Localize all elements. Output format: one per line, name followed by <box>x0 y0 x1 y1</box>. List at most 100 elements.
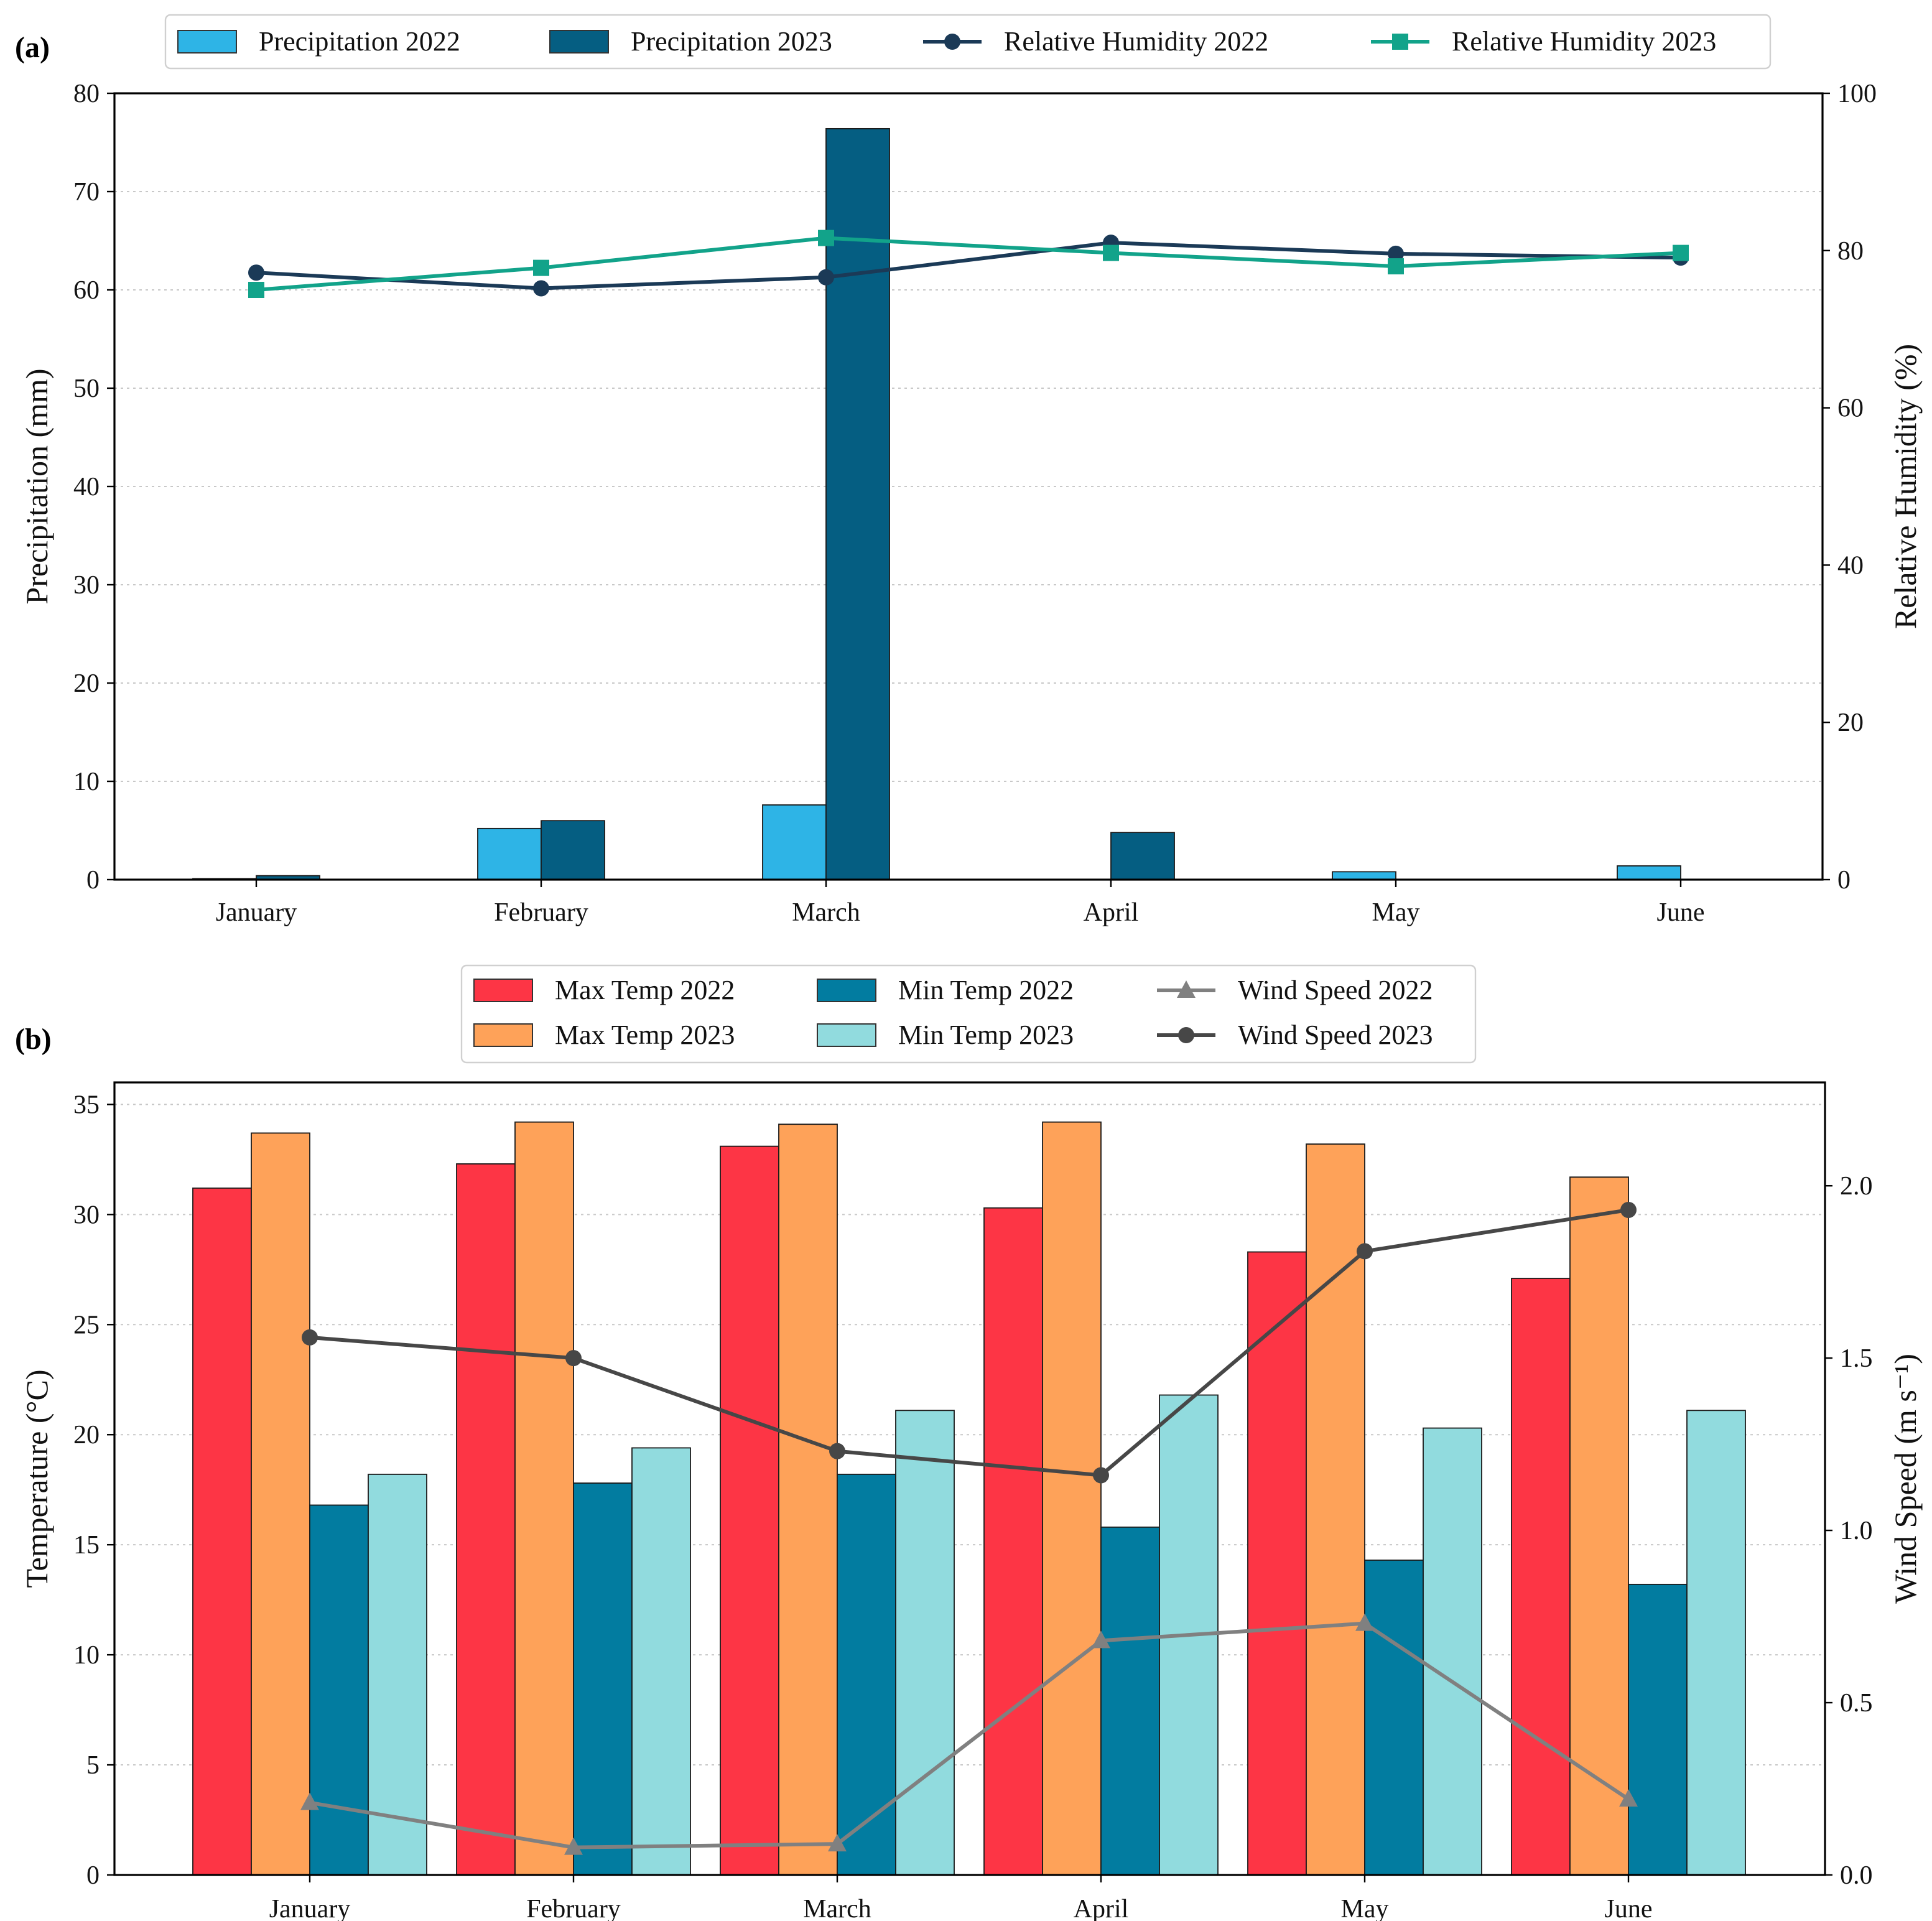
bar-min-temp-2022-january <box>309 1504 369 1876</box>
legend-marker-triangle <box>1177 980 1196 998</box>
point-wind-speed-2023-january <box>302 1329 318 1346</box>
bar-min-temp-2022-may <box>1364 1560 1424 1876</box>
legend-label: Relative Humidity 2022 <box>1004 26 1268 57</box>
bar-max-temp-2022-february <box>456 1163 516 1876</box>
point-relative-humidity-2023-may <box>1388 258 1404 275</box>
bar-max-temp-2023-march <box>778 1123 838 1876</box>
x-tick-label: May <box>1341 1895 1389 1921</box>
legend-item-wind-speed-2022: Wind Speed 2022 <box>1157 975 1433 1005</box>
panel-a: (a) 0 10 20 30 40 50 60 70 80 0 20 40 60 80 100 January F… <box>15 14 1923 927</box>
point-wind-speed-2022-june <box>1619 1789 1638 1807</box>
bar-max-temp-2022-may <box>1247 1251 1307 1876</box>
legend-item-precipitation-2023: Precipitation 2023 <box>549 26 832 57</box>
bars <box>192 128 1681 880</box>
line-series-relative-humidity-2023 <box>248 230 1689 298</box>
y-tick-label: 5 <box>86 1751 100 1780</box>
bars <box>192 1121 1746 1876</box>
y2-tick-label: 0.5 <box>1840 1689 1873 1718</box>
lines <box>248 230 1689 298</box>
line-series-wind-speed-2022 <box>300 1613 1638 1855</box>
y-tick-label: 40 <box>73 473 100 501</box>
point-wind-speed-2022-april <box>1092 1630 1110 1649</box>
left-axis: 0 5 10 15 20 25 30 35 <box>73 1091 114 1890</box>
legend-label: Relative Humidity 2023 <box>1452 26 1716 57</box>
x-axis: January February March April May June <box>269 1875 1653 1921</box>
bar-precipitation-2023-april <box>1110 832 1175 880</box>
y-tick-label: 25 <box>73 1311 100 1339</box>
y-tick-label: 30 <box>73 571 100 600</box>
panel-label: (a) <box>15 31 50 64</box>
point-wind-speed-2023-april <box>1093 1467 1109 1484</box>
y-tick-label: 50 <box>73 374 100 403</box>
bar-max-temp-2022-april <box>983 1207 1043 1876</box>
legend-label: Min Temp 2022 <box>898 975 1074 1005</box>
y2-tick-label: 1.5 <box>1840 1344 1873 1373</box>
legend-label: Precipitation 2022 <box>259 26 460 57</box>
legend-item-relative-humidity-2023: Relative Humidity 2023 <box>1371 26 1716 57</box>
legend-item-max-temp-2022: Max Temp 2022 <box>473 975 735 1005</box>
bar-max-temp-2022-march <box>720 1145 779 1876</box>
y-tick-label: 80 <box>73 80 100 108</box>
bar-min-temp-2022-april <box>1100 1526 1160 1876</box>
panel-label: (b) <box>15 1023 52 1056</box>
x-tick-label: January <box>269 1895 351 1921</box>
x-tick-label: March <box>803 1895 871 1921</box>
bar-max-temp-2023-january <box>251 1132 310 1876</box>
y2-tick-label: 1.0 <box>1840 1517 1873 1545</box>
y2-tick-label: 40 <box>1837 551 1864 580</box>
x-tick-label: June <box>1657 898 1705 927</box>
legend-swatch <box>817 979 876 1002</box>
bar-precipitation-2022-february <box>477 827 542 880</box>
bar-max-temp-2023-february <box>514 1121 574 1876</box>
x-tick-label: April <box>1074 1895 1129 1921</box>
bar-max-temp-2022-january <box>192 1187 252 1876</box>
right-axis: 0 20 40 60 80 100 <box>1823 80 1877 895</box>
bar-series-precipitation-2022 <box>192 804 1681 880</box>
legend: Precipitation 2022 Precipitation 2023 Rela… <box>164 14 1772 70</box>
point-wind-speed-2023-february <box>565 1350 582 1367</box>
y-tick-label: 10 <box>73 1641 100 1670</box>
legend-item-precipitation-2022: Precipitation 2022 <box>177 26 460 57</box>
bar-max-temp-2023-april <box>1042 1121 1102 1876</box>
y-tick-label: 70 <box>73 178 100 207</box>
bar-series-precipitation-2023 <box>256 128 1175 880</box>
legend-swatch <box>817 1023 876 1047</box>
y2-tick-label: 0.0 <box>1840 1861 1873 1890</box>
legend-label: Wind Speed 2023 <box>1238 1020 1433 1050</box>
bar-series-min-temp-2022 <box>309 1474 1688 1876</box>
legend-marker-circle <box>1178 1027 1194 1043</box>
point-relative-humidity-2022-february <box>533 280 549 297</box>
point-relative-humidity-2022-may <box>1388 245 1404 262</box>
bar-max-temp-2022-june <box>1511 1278 1571 1876</box>
y-axis-title: Temperature (°C) <box>19 1369 54 1588</box>
bar-min-temp-2022-march <box>837 1474 896 1876</box>
plot-frame <box>113 1081 1826 1876</box>
point-relative-humidity-2023-february <box>533 259 549 276</box>
y-tick-label: 35 <box>73 1091 100 1119</box>
x-tick-label: February <box>526 1895 621 1921</box>
bar-precipitation-2022-may <box>1332 871 1396 880</box>
point-wind-speed-2022-january <box>300 1792 319 1810</box>
legend: Max Temp 2022 Max Temp 2023 Min Temp 2022 M… <box>460 964 1477 1064</box>
y2-tick-label: 100 <box>1837 80 1877 108</box>
legend-item-wind-speed-2023: Wind Speed 2023 <box>1157 1020 1433 1050</box>
point-wind-speed-2023-march <box>829 1443 845 1459</box>
legend-label: Wind Speed 2022 <box>1238 975 1433 1005</box>
legend-swatch <box>473 979 533 1002</box>
legend-label: Max Temp 2023 <box>555 1020 735 1050</box>
x-axis: January February March April May June <box>216 880 1705 927</box>
point-relative-humidity-2023-march <box>818 230 834 246</box>
bar-max-temp-2023-june <box>1569 1176 1629 1876</box>
point-wind-speed-2023-june <box>1620 1201 1637 1218</box>
y-axis-title: Precipitation (mm) <box>19 368 54 604</box>
y2-tick-label: 60 <box>1837 394 1864 423</box>
legend-swatch <box>177 30 237 53</box>
point-relative-humidity-2022-march <box>818 269 834 286</box>
point-wind-speed-2022-february <box>564 1837 583 1855</box>
gridlines <box>114 93 1823 782</box>
bar-precipitation-2022-june <box>1617 865 1681 880</box>
bar-min-temp-2023-may <box>1423 1427 1482 1876</box>
bar-min-temp-2023-january <box>368 1474 427 1876</box>
